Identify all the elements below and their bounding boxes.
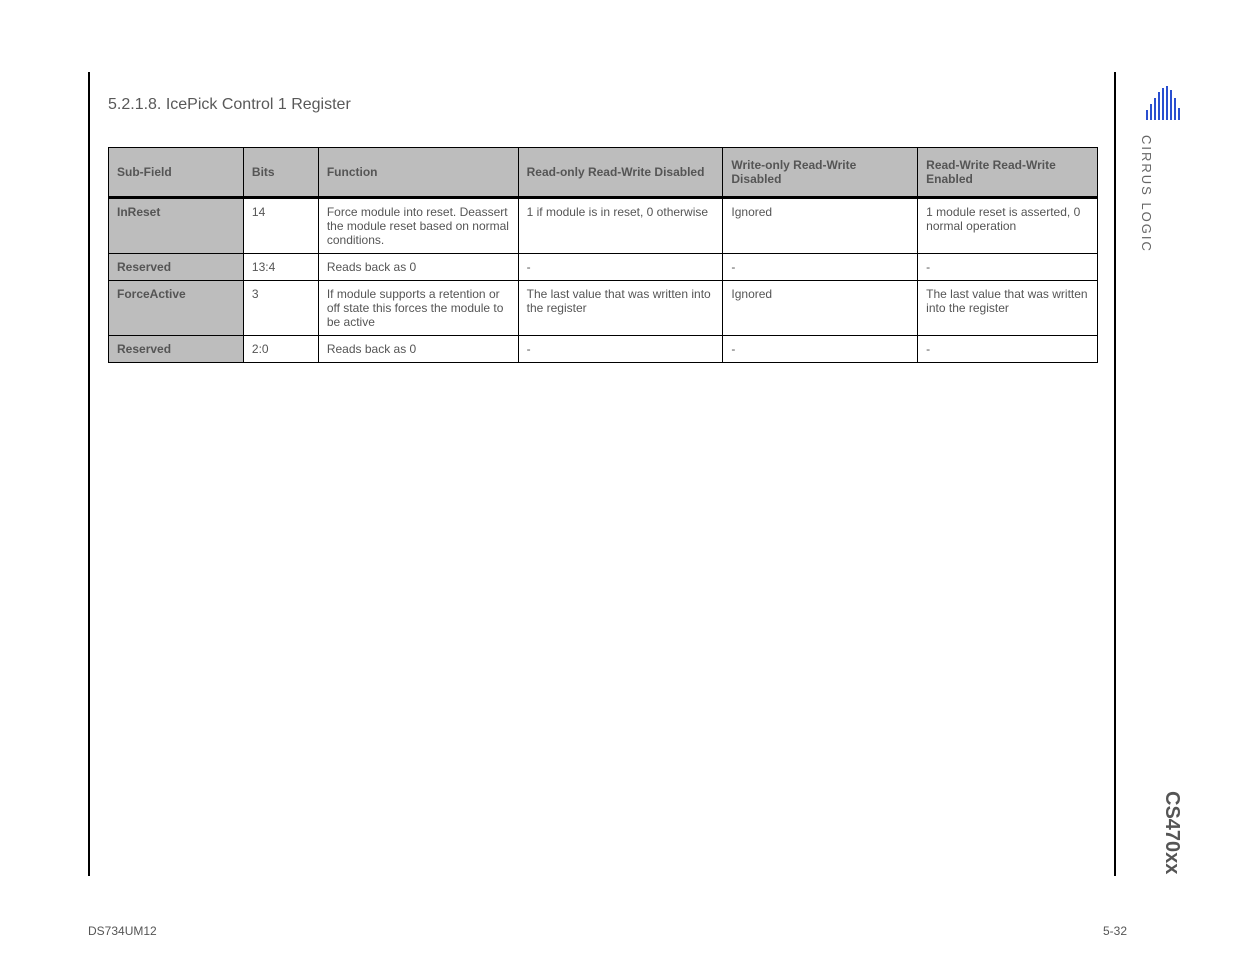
cell-readwrite: -	[918, 254, 1098, 281]
section-title: 5.2.1.8. IcePick Control 1 Register	[108, 96, 351, 114]
cell-writeonly: Ignored	[723, 198, 918, 254]
footer-doc-id: DS734UM12	[88, 924, 157, 938]
cell-function: Reads back as 0	[318, 254, 518, 281]
table-row: InReset 14 Force module into reset. Deas…	[109, 198, 1098, 254]
cell-subfield: Reserved	[109, 254, 244, 281]
icepick-table: Sub-Field Bits Function Read-only Read-W…	[108, 147, 1098, 363]
col-bits: Bits	[243, 148, 318, 198]
cell-readonly: -	[518, 336, 723, 363]
col-writeonly: Write-only Read-Write Disabled	[723, 148, 918, 198]
cell-readwrite: The last value that was written into the…	[918, 281, 1098, 336]
col-readwrite: Read-Write Read-Write Enabled	[918, 148, 1098, 198]
cell-function: If module supports a retention or off st…	[318, 281, 518, 336]
footer-page-no: 5-32	[1103, 924, 1127, 938]
table-row: Reserved 13:4 Reads back as 0 - - -	[109, 254, 1098, 281]
table-header-row: Sub-Field Bits Function Read-only Read-W…	[109, 148, 1098, 198]
cell-readonly: -	[518, 254, 723, 281]
col-subfield: Sub-Field	[109, 148, 244, 198]
cell-bits: 14	[243, 198, 318, 254]
cell-writeonly: -	[723, 254, 918, 281]
cell-bits: 13:4	[243, 254, 318, 281]
cell-subfield: ForceActive	[109, 281, 244, 336]
cell-readwrite: -	[918, 336, 1098, 363]
cell-readonly: The last value that was written into the…	[518, 281, 723, 336]
cell-bits: 3	[243, 281, 318, 336]
cell-function: Reads back as 0	[318, 336, 518, 363]
cell-bits: 2:0	[243, 336, 318, 363]
cell-subfield: Reserved	[109, 336, 244, 363]
cell-writeonly: -	[723, 336, 918, 363]
cell-function: Force module into reset. Deassert the mo…	[318, 198, 518, 254]
logo-text: CIRRUS LOGIC	[1139, 135, 1154, 253]
cell-readonly: 1 if module is in reset, 0 otherwise	[518, 198, 723, 254]
cell-subfield: InReset	[109, 198, 244, 254]
table-row: Reserved 2:0 Reads back as 0 - - -	[109, 336, 1098, 363]
page: 5.2.1.8. IcePick Control 1 Register Sub-…	[0, 0, 1235, 954]
col-readonly: Read-only Read-Write Disabled	[518, 148, 723, 198]
logo-icon	[1143, 80, 1183, 124]
col-function: Function	[318, 148, 518, 198]
table-row: ForceActive 3 If module supports a reten…	[109, 281, 1098, 336]
side-part-number: CS470xx	[1160, 791, 1183, 874]
cirrus-logo: CIRRUS LOGIC	[1139, 80, 1187, 253]
content-frame: 5.2.1.8. IcePick Control 1 Register Sub-…	[88, 72, 1116, 876]
cell-writeonly: Ignored	[723, 281, 918, 336]
cell-readwrite: 1 module reset is asserted, 0 normal ope…	[918, 198, 1098, 254]
